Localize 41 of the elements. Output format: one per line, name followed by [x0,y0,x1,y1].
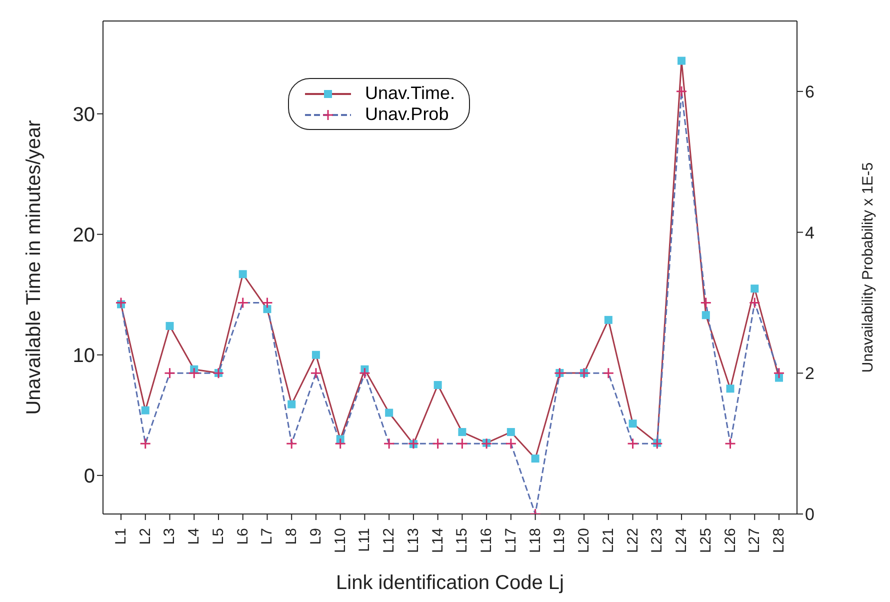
x-tick-label: L19 [551,528,568,554]
x-tick-label: L17 [502,528,520,554]
x-tick-label: L26 [722,528,739,554]
x-tick-label: L25 [697,528,714,554]
x-tick-label: L28 [770,528,788,554]
x-tick-label: L1 [112,528,130,545]
x-tick-label: L9 [307,528,324,545]
x-tick-label: L2 [136,528,154,545]
x-tick-label: L11 [356,528,374,552]
x-axis-title: Link identification Code Lj [336,572,564,594]
x-tick-label: L14 [429,528,446,554]
x-tick-label: L20 [576,528,593,554]
x-tick-label: L18 [526,528,544,554]
x-tick-label: L15 [454,528,471,554]
x-tick-label: L5 [210,528,227,545]
y2-axis-title: Unavailability Probability x 1E-5 [859,162,876,373]
x-tick-label: L12 [380,528,398,554]
y2-tick-label: 2 [805,364,814,384]
x-tick-label: L22 [624,528,642,554]
x-tick-label: L23 [648,528,666,554]
x-tick-label: L13 [404,528,422,554]
legend-label: Unav.Prob [365,104,449,125]
x-tick-label: L6 [234,528,252,545]
x-tick-label: L8 [283,528,300,545]
x-tick-label: L4 [186,528,203,545]
y2-tick-label: 4 [805,223,814,242]
y-axis-title: Unavailable Time in minutes/year [23,120,46,415]
y-tick-label: 30 [72,104,95,126]
y-tick-label: 10 [72,344,95,367]
x-tick-label: L21 [600,528,617,554]
y-tick-label: 20 [72,224,95,246]
x-tick-label: L27 [746,528,764,554]
x-tick-label: L24 [673,528,690,554]
x-tick-label: L7 [258,528,276,545]
x-tick-label: L16 [478,528,496,554]
legend-label: Unav.Time. [365,83,456,104]
y-tick-label: 0 [84,466,95,488]
x-tick-label: L10 [332,528,349,554]
x-tick-label: L3 [161,528,178,545]
y2-tick-label: 0 [805,505,814,524]
y2-tick-label: 6 [805,82,814,102]
